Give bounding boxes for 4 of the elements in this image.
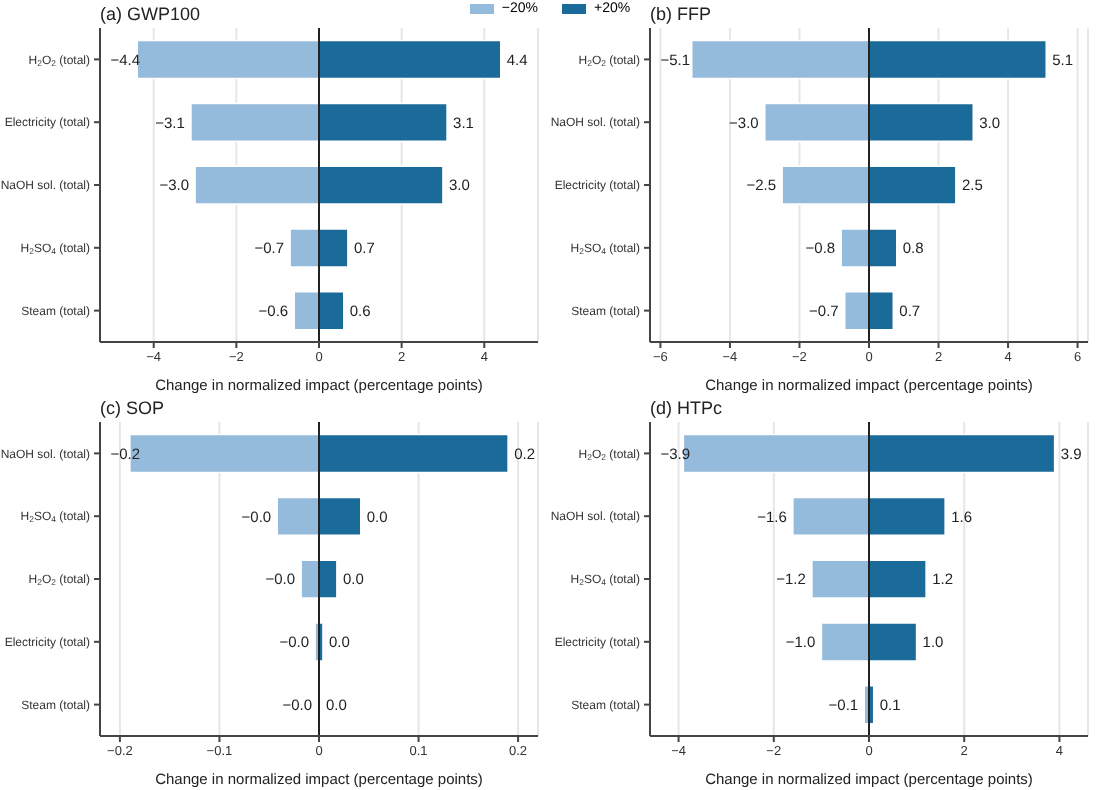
- chart-title: (b) FFP: [650, 4, 711, 24]
- chart-title: (c) SOP: [100, 398, 165, 418]
- chart-title: (d) HTPc: [650, 398, 722, 418]
- chart-title: (a) GWP100: [100, 4, 201, 24]
